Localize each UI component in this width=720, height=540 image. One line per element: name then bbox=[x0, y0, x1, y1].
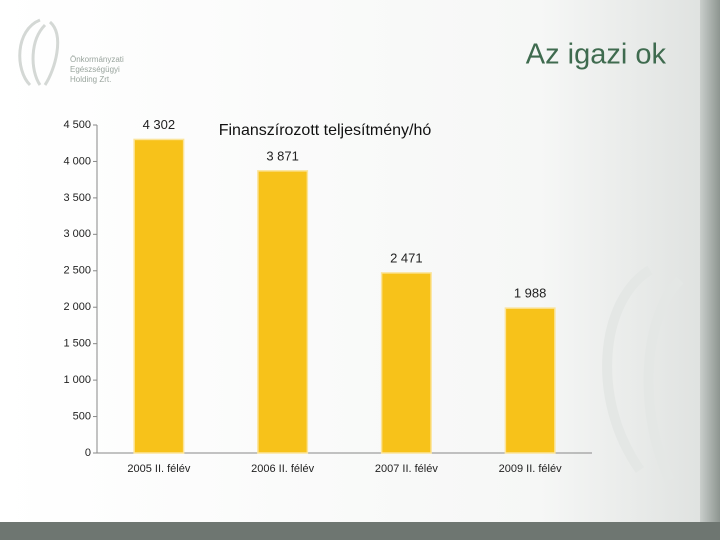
value-label: 3 871 bbox=[266, 148, 299, 163]
logo-text: Önkormányzati bbox=[70, 55, 124, 64]
watermark-bird bbox=[602, 265, 684, 483]
value-label: 4 302 bbox=[143, 117, 176, 132]
bar bbox=[504, 307, 556, 454]
logo-text: Egészségügyi bbox=[70, 65, 120, 74]
x-tick-label: 2005 II. félév bbox=[127, 463, 190, 475]
bottom-strip bbox=[0, 522, 720, 540]
y-tick-label: 2 500 bbox=[63, 265, 91, 277]
y-tick-label: 1 000 bbox=[63, 374, 91, 386]
x-tick-label: 2007 II. félév bbox=[375, 463, 438, 475]
bar bbox=[257, 170, 309, 454]
y-tick-label: 2 000 bbox=[63, 301, 91, 313]
y-tick-label: 500 bbox=[73, 410, 91, 422]
y-tick-label: 4 000 bbox=[63, 155, 91, 167]
x-tick-label: 2006 II. félév bbox=[251, 463, 314, 475]
bar bbox=[133, 138, 185, 454]
slide-title: Az igazi ok bbox=[526, 39, 667, 71]
x-tick-label: 2009 II. félév bbox=[499, 463, 562, 475]
logo-mark bbox=[18, 18, 60, 87]
value-label: 2 471 bbox=[390, 250, 423, 265]
y-tick-label: 0 bbox=[85, 447, 91, 459]
side-strip bbox=[700, 0, 720, 540]
y-tick-label: 1 500 bbox=[63, 338, 91, 350]
logo-text: Holding Zrt. bbox=[70, 75, 111, 84]
y-tick-label: 3 500 bbox=[63, 192, 91, 204]
value-label: 1 988 bbox=[514, 286, 547, 301]
y-tick-label: 4 500 bbox=[63, 119, 91, 131]
bar bbox=[380, 272, 432, 454]
y-tick-label: 3 000 bbox=[63, 228, 91, 240]
chart-title: Finanszírozott teljesítmény/hó bbox=[219, 122, 432, 139]
